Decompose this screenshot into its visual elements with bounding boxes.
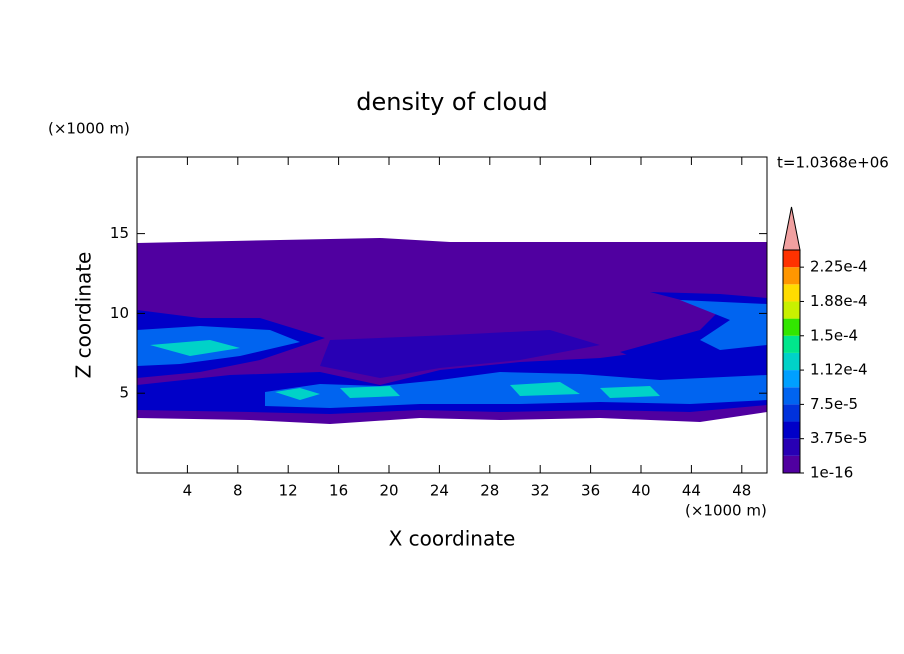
x-tick-label: 48 — [732, 482, 751, 500]
contour-region — [600, 386, 660, 398]
x-tick-label: 8 — [233, 482, 243, 500]
colorbar-frame — [782, 249, 801, 474]
x-tick-label: 4 — [183, 482, 193, 500]
colorbar-band — [783, 301, 800, 319]
x-tick-label: 44 — [682, 482, 701, 500]
colorbar-tick-label: 1e-16 — [810, 464, 853, 482]
y-tick-label: 15 — [110, 224, 129, 242]
colorbar-band — [783, 318, 800, 336]
colorbar-tick-label: 1.88e-4 — [810, 292, 868, 310]
x-tick-label: 32 — [531, 482, 550, 500]
colorbar-extend — [782, 206, 801, 251]
colorbar-tick-label: 2.25e-4 — [810, 258, 868, 276]
contour-region — [275, 388, 320, 400]
colorbar-band — [783, 370, 800, 388]
colorbar-tick-label: 1.5e-4 — [810, 326, 858, 344]
y-axis-label: Z coordinate — [72, 252, 96, 379]
time-label: t=1.0368e+06 — [777, 154, 889, 172]
x-tick-label: 24 — [430, 482, 449, 500]
x-tick-label: 20 — [379, 482, 398, 500]
colorbar-band — [783, 438, 800, 456]
chart-title: density of cloud — [356, 88, 547, 116]
colorbar-tick-label: 3.75e-5 — [810, 429, 868, 447]
contour-region — [340, 386, 400, 398]
colorbar-band — [783, 387, 800, 405]
colorbar-band — [783, 267, 800, 285]
y-tick-label: 5 — [119, 384, 129, 402]
plot-frame — [136, 156, 768, 474]
colorbar-band — [783, 404, 800, 422]
colorbar-tick-label: 7.5e-5 — [810, 395, 858, 413]
y-unit: (×1000 m) — [48, 120, 130, 138]
x-tick-label: 36 — [581, 482, 600, 500]
colorbar-band — [783, 284, 800, 302]
contour-region — [150, 340, 240, 356]
x-tick-label: 12 — [279, 482, 298, 500]
contour-region — [510, 382, 580, 396]
colorbar-band — [783, 352, 800, 371]
x-tick-label: 40 — [631, 482, 650, 500]
contour-region — [320, 330, 600, 378]
contour-region — [680, 300, 767, 350]
colorbar-tick-label: 1.12e-4 — [810, 361, 868, 379]
colorbar-band — [783, 250, 800, 268]
x-tick-label: 28 — [480, 482, 499, 500]
contour-field — [137, 238, 767, 424]
y-tick-label: 10 — [110, 304, 129, 322]
x-axis-label: X coordinate — [389, 527, 516, 551]
colorbar-band — [783, 335, 800, 353]
x-tick-label: 16 — [329, 482, 348, 500]
colorbar-band — [783, 455, 800, 473]
x-unit: (×1000 m) — [685, 502, 767, 520]
colorbar-band — [783, 421, 800, 439]
